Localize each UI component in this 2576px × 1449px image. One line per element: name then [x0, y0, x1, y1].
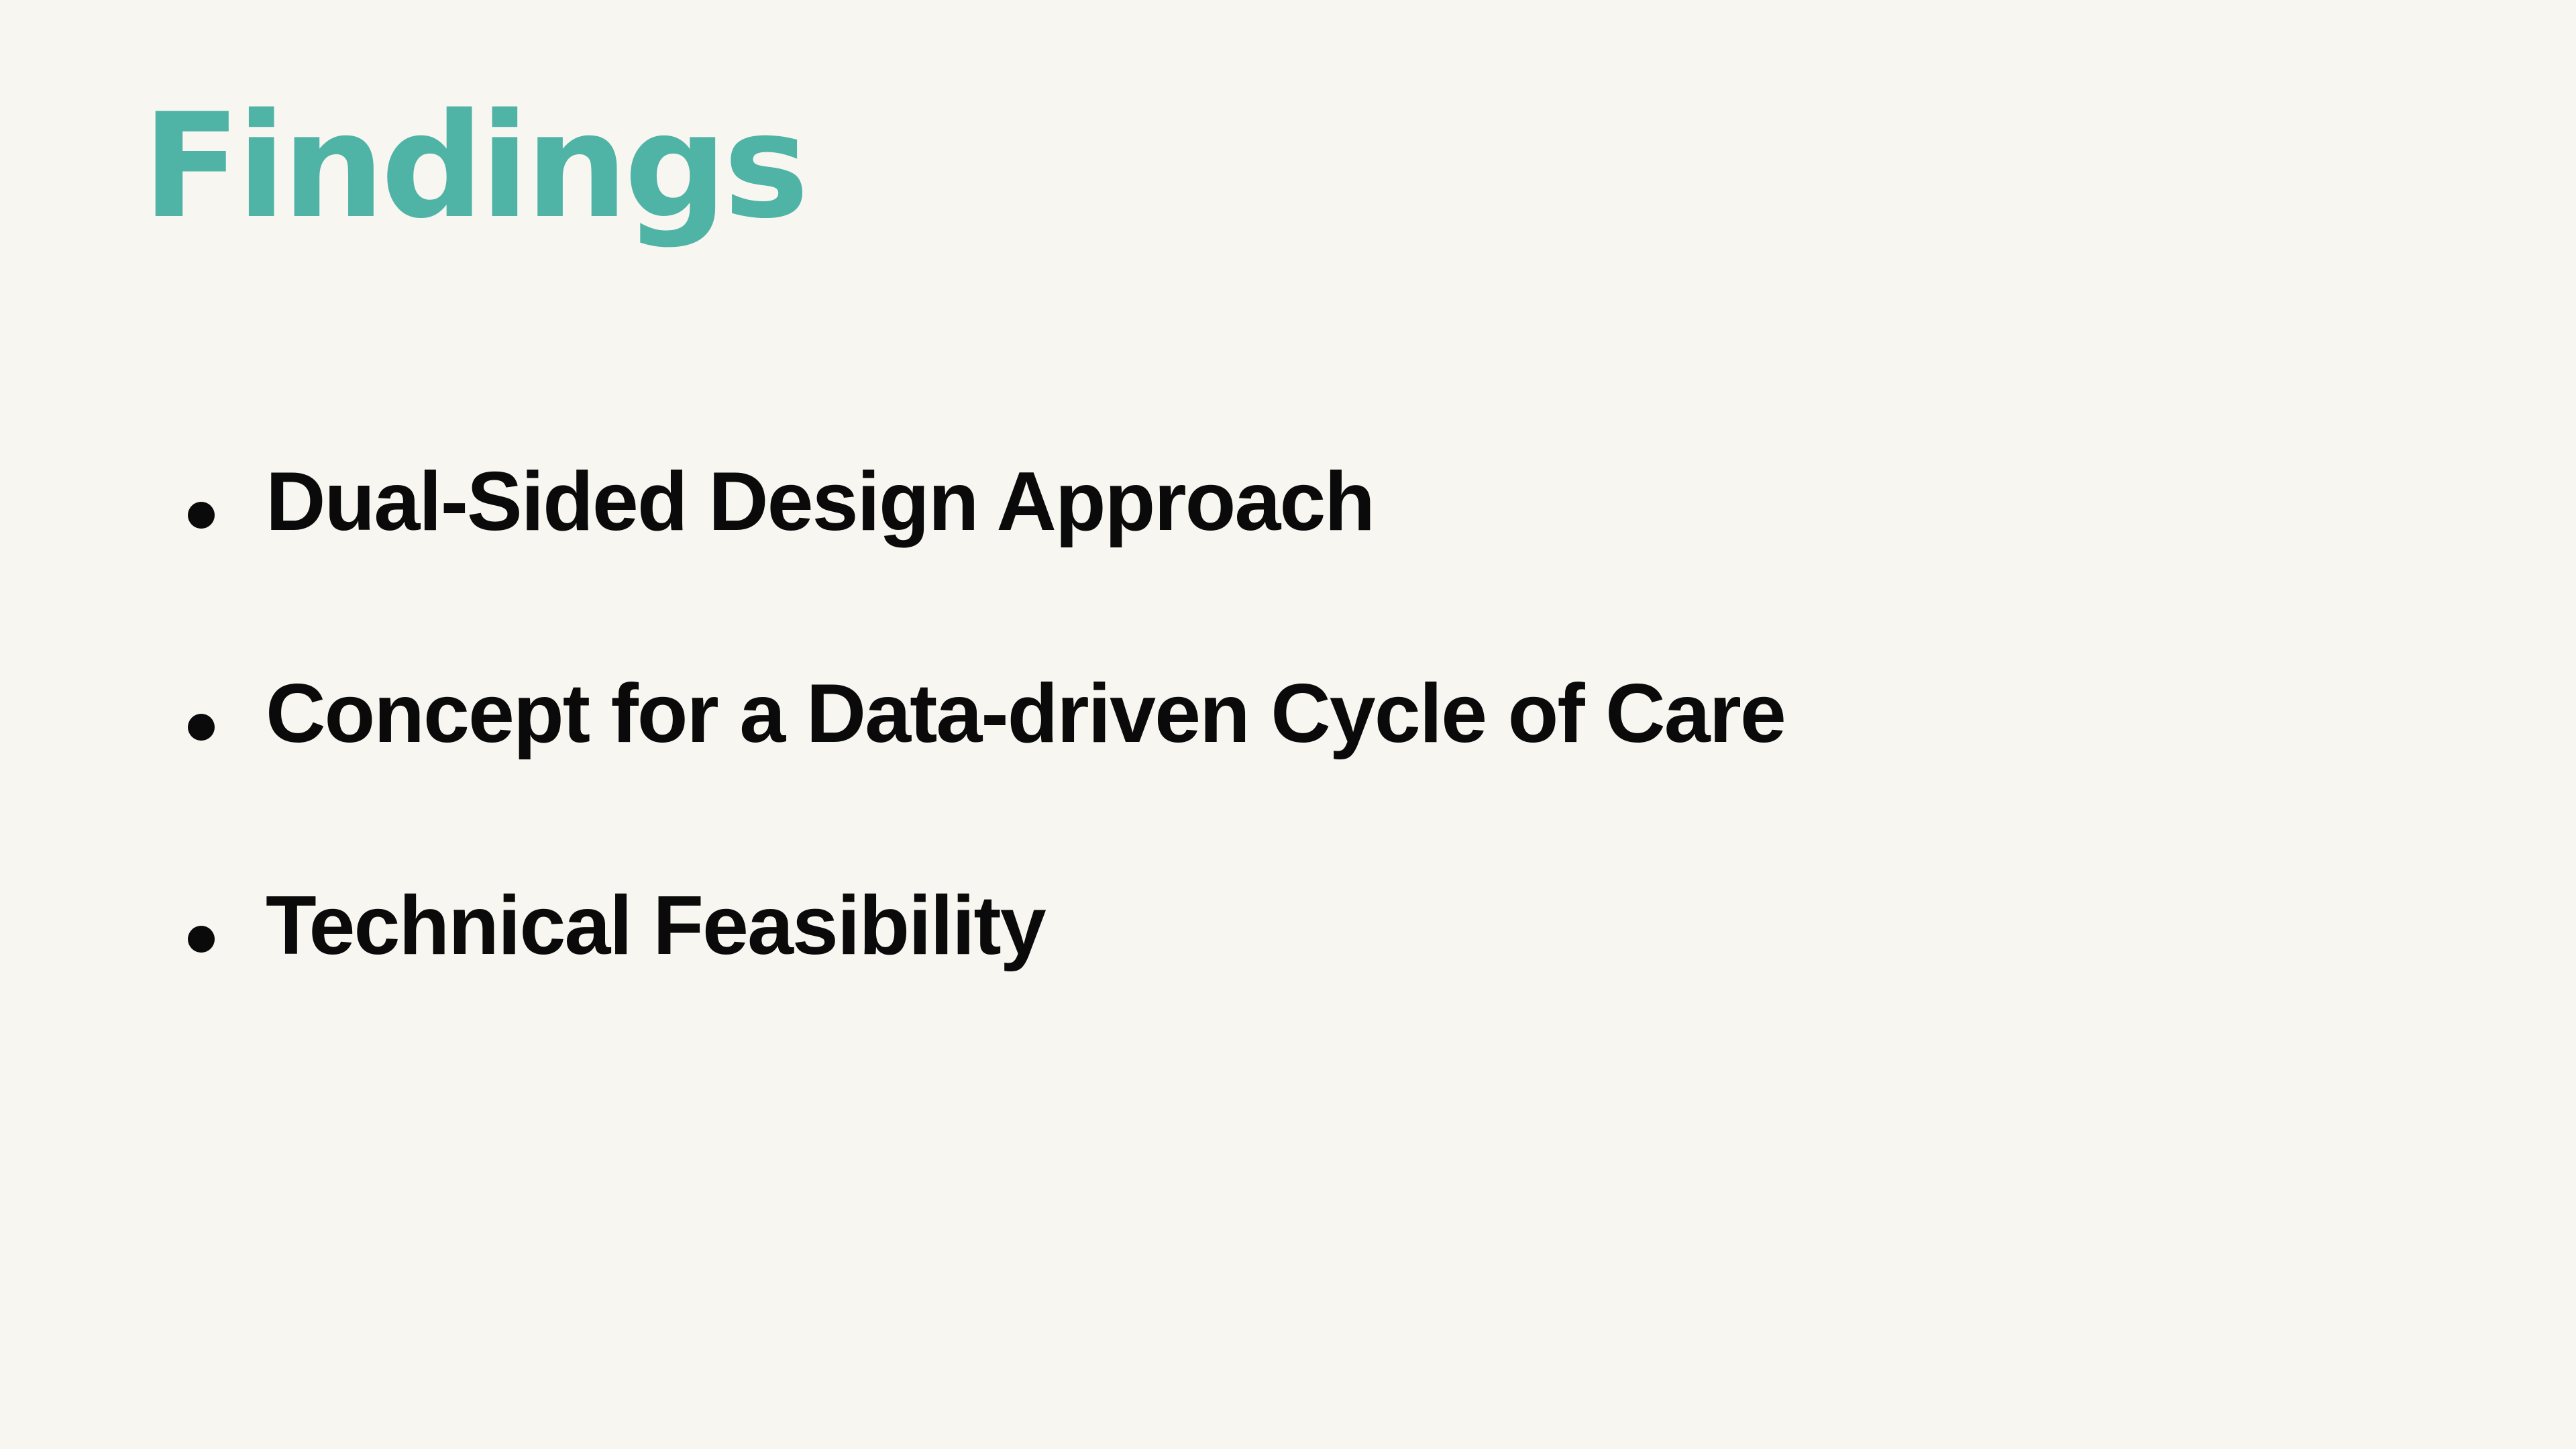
bullet-item: Concept for a Data-driven Cycle of Care — [188, 667, 1786, 880]
bullet-list: Dual-Sided Design Approach Concept for a… — [188, 456, 1786, 1092]
bullet-text: Concept for a Data-driven Cycle of Care — [266, 667, 1786, 760]
bullet-text: Technical Feasibility — [266, 879, 1046, 972]
bullet-dot-icon — [188, 502, 215, 529]
bullet-dot-icon — [188, 714, 215, 741]
bullet-dot-icon — [188, 926, 215, 953]
slide-title: Findings — [142, 82, 809, 250]
bullet-item: Dual-Sided Design Approach — [188, 456, 1785, 668]
bullet-item: Technical Feasibility — [188, 880, 1785, 1092]
bullet-text: Dual-Sided Design Approach — [266, 455, 1375, 548]
